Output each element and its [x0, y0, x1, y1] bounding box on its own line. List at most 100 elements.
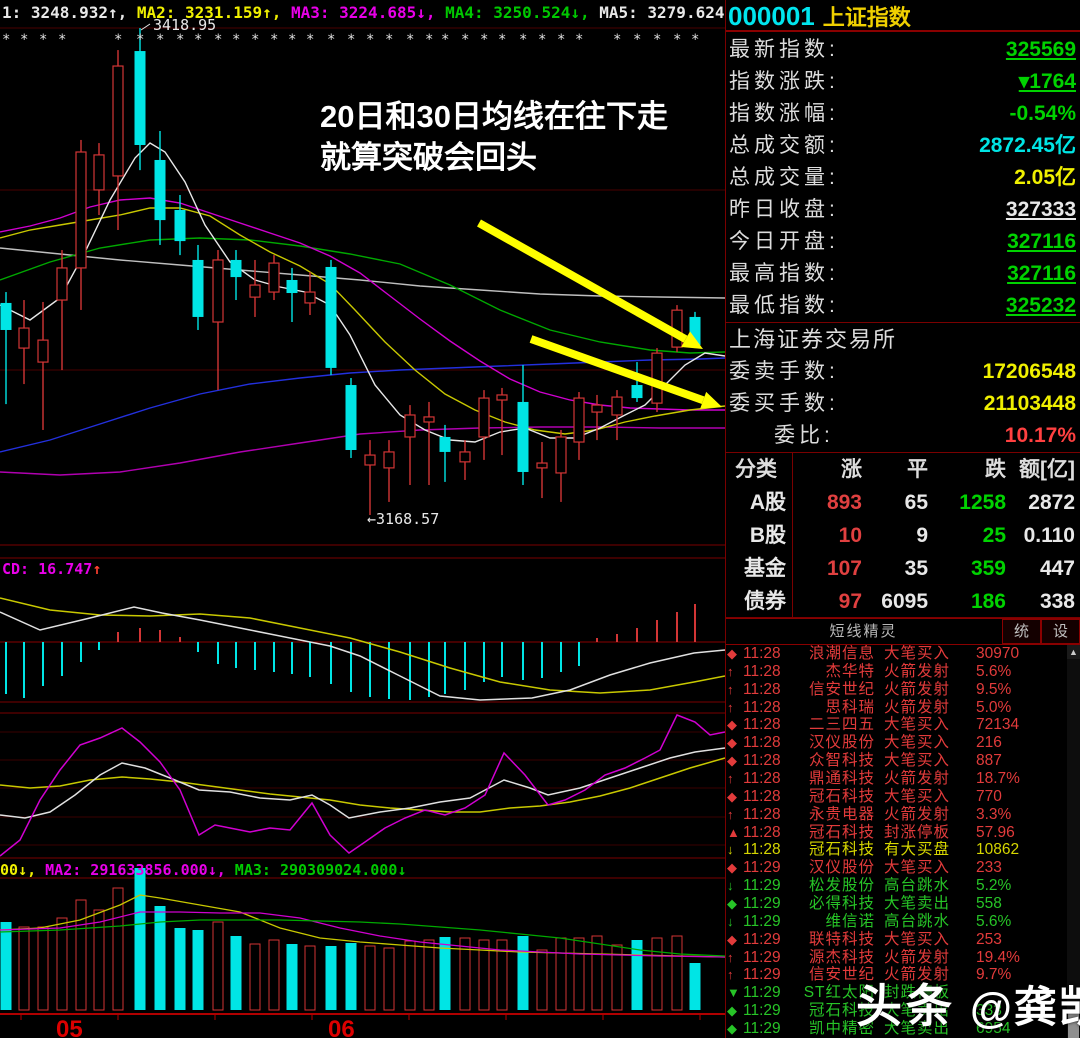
alert-event: 大笔买入 [884, 787, 951, 805]
alert-row[interactable]: ↑ 11:28 鼎通科技 火箭发射 18.7% [727, 770, 1067, 788]
alert-row[interactable]: ↓ 11:28 冠石科技 有大买盘 10862 [727, 841, 1067, 859]
alert-row[interactable]: ◆ 11:29 凯中精密 大笔卖出 6954 [727, 1020, 1067, 1038]
alert-direction-icon: ◆ [727, 931, 737, 947]
alert-row[interactable]: ↓ 11:29 松发股份 高台跳水 5.2% [727, 877, 1067, 895]
volume-bar [112, 887, 124, 1011]
alert-value: 3.3% [976, 805, 1012, 823]
star-marker: * [58, 32, 66, 48]
star-marker: * [366, 32, 374, 48]
candle-up [496, 394, 508, 401]
alert-time: 11:29 [743, 877, 781, 895]
alert-direction-icon: ↓ [727, 913, 734, 929]
order-label: 委比: [774, 424, 834, 447]
volume-bar [212, 921, 224, 1011]
table-row[interactable]: 债券 97 6095 186 338 [726, 585, 1080, 618]
alert-stock-name: 维信诺 [825, 912, 875, 930]
candle-down [230, 259, 242, 278]
table-row[interactable]: B股 10 9 25 0.110 [726, 519, 1080, 552]
alert-event: 火箭发射 [884, 662, 951, 680]
alert-row[interactable]: ◆ 11:29 汉仪股份 大笔买入 233 [727, 859, 1067, 877]
alert-row[interactable]: ↑ 11:28 杰华特 火箭发射 5.6% [727, 663, 1067, 681]
alert-direction-icon: ↑ [727, 771, 734, 787]
alert-value: 770 [976, 787, 1002, 805]
settings-button[interactable]: 设 [1041, 619, 1080, 644]
alert-row[interactable]: ◆ 11:29 必得科技 大笔卖出 558 [727, 895, 1067, 913]
candle-down [154, 159, 166, 221]
volume-ma-line [0, 894, 725, 958]
alert-direction-icon: ◆ [727, 788, 737, 804]
alert-row[interactable]: ◆ 11:28 二三四五 大笔买入 72134 [727, 716, 1067, 734]
high-label-tick [140, 23, 151, 31]
volume-bar [364, 945, 376, 1011]
quote-value: ▾1764 [1018, 70, 1076, 93]
alert-row[interactable]: ↑ 11:28 信安世纪 火箭发射 9.5% [727, 681, 1067, 699]
quote-row: 最高指数: 327116 [726, 258, 1080, 290]
alert-stock-name: 冠石科技 [808, 841, 875, 859]
table-cell: 1258 [959, 491, 1006, 514]
alert-direction-icon: ↓ [727, 842, 734, 858]
alert-row[interactable]: ↑ 11:29 信安世纪 火箭发射 9.7% [727, 966, 1067, 984]
volume-bar [18, 926, 30, 1011]
label-segment: ↑ [92, 560, 102, 578]
alert-row[interactable]: ▲ 11:28 冠石科技 封涨停板 57.96 [727, 824, 1067, 842]
alert-row[interactable]: ▼ 11:29 ST红太阳 封跌停板 [727, 984, 1067, 1002]
alert-value: 233 [976, 859, 1002, 877]
table-row[interactable]: A股 893 65 1258 2872 [726, 486, 1080, 519]
alert-time: 11:29 [743, 859, 781, 877]
table-row[interactable]: 基金 107 35 359 447 [726, 552, 1080, 585]
quote-row: 指数涨跌: ▾1764 [726, 66, 1080, 98]
alert-direction-icon: ▲ [727, 824, 740, 840]
alert-row[interactable]: ↑ 11:28 思科瑞 火箭发射 5.0% [727, 699, 1067, 717]
volume-bar [478, 939, 490, 1011]
alert-value: 9.5% [976, 680, 1012, 698]
scrollbar[interactable]: ▲ [1067, 645, 1080, 1038]
candle-up [37, 339, 49, 363]
alert-row[interactable]: ◆ 11:28 众智科技 大笔买入 887 [727, 752, 1067, 770]
alert-time: 11:28 [743, 805, 781, 823]
alert-stock-name: 源杰科技 [808, 948, 875, 966]
kline-chart-canvas[interactable]: * * * * * * * * * * * * * * * * * * * * * * * * * * * * * * * * * * [0, 0, 725, 1038]
alert-stock-name: 浪潮信息 [808, 645, 875, 662]
star-marker: * [461, 32, 469, 48]
quote-label: 总成交额: [729, 134, 839, 157]
star-marker: * [613, 32, 621, 48]
volume-bar [286, 944, 298, 1010]
stock-name[interactable]: 上证指数 [822, 5, 911, 30]
volume-bar [304, 945, 316, 1011]
alert-event: 火箭发射 [884, 770, 951, 788]
alert-stock-name: 必得科技 [808, 895, 875, 913]
star-marker: * [557, 32, 565, 48]
alert-stock-name: 鼎通科技 [808, 770, 875, 788]
volume-bar [75, 899, 87, 1011]
alert-time: 11:29 [743, 1002, 781, 1020]
candle-up [555, 436, 567, 474]
table-header: 涨 [841, 458, 862, 481]
volume-bar [230, 936, 242, 1010]
alert-direction-icon: ◆ [727, 1021, 737, 1037]
alert-row[interactable]: ◆ 11:29 冠石科技 大笔卖出 333 [727, 1002, 1067, 1020]
alert-row[interactable]: ↑ 11:29 源杰科技 火箭发射 19.4% [727, 949, 1067, 967]
stock-code[interactable]: 000001 [728, 1, 815, 31]
alert-row[interactable]: ◆ 11:28 冠石科技 大笔买入 770 [727, 788, 1067, 806]
scroll-up-icon[interactable]: ▲ [1067, 645, 1080, 659]
stats-button[interactable]: 统 [1002, 619, 1041, 644]
scrollbar-thumb[interactable] [1068, 1013, 1079, 1038]
alert-row[interactable]: ◆ 11:28 浪潮信息 大笔买入 30970 [727, 645, 1067, 663]
alert-value: 72134 [976, 716, 1020, 734]
candle-up [478, 397, 490, 438]
x-axis-label: 05 [56, 1016, 83, 1038]
alert-row[interactable]: ◆ 11:28 汉仪股份 大笔买入 216 [727, 734, 1067, 752]
alert-value: 887 [976, 752, 1002, 770]
volume-bar [573, 937, 585, 1011]
alert-row[interactable]: ◆ 11:29 联特科技 大笔买入 253 [727, 931, 1067, 949]
table-cell: 97 [838, 590, 862, 613]
label-segment: 00↓, [0, 861, 37, 879]
alert-row[interactable]: ↓ 11:29 维信诺 高台跳水 5.6% [727, 913, 1067, 931]
alert-stock-name: 思科瑞 [825, 698, 875, 716]
quote-value: 325232 [1005, 294, 1076, 317]
alert-row[interactable]: ↑ 11:28 永贵电器 火箭发射 3.3% [727, 806, 1067, 824]
alert-event: 大笔买入 [884, 859, 951, 877]
alert-stock-name: 信安世纪 [808, 680, 875, 698]
quote-row: 指数涨幅: -0.54% [726, 98, 1080, 130]
candle-down [192, 259, 204, 317]
